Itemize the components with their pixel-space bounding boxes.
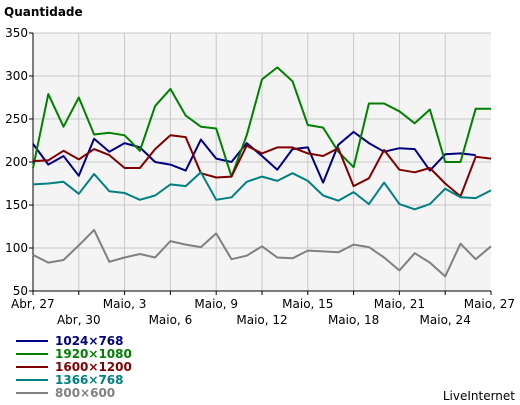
legend-label: 800×600 bbox=[55, 386, 115, 400]
y-tick-label: 300 bbox=[5, 69, 28, 83]
x-tick-label: Maio, 6 bbox=[149, 313, 193, 327]
x-tick-label: Maio, 9 bbox=[194, 297, 238, 311]
series-line bbox=[32, 134, 492, 198]
y-tick-label: 250 bbox=[5, 112, 28, 126]
legend-label: 1920×1080 bbox=[55, 347, 132, 361]
y-tick-label: 50 bbox=[13, 284, 28, 298]
y-tick-label: 350 bbox=[5, 26, 28, 40]
x-tick-label: Abr, 30 bbox=[57, 313, 101, 327]
x-tick-label: Maio, 15 bbox=[282, 297, 333, 311]
legend: 1024×7681920×10801600×12001366×768800×60… bbox=[16, 334, 132, 400]
series-line bbox=[32, 66, 491, 178]
series-line bbox=[32, 228, 492, 278]
x-tick-label: Maio, 24 bbox=[420, 313, 471, 327]
x-tick-label: Maio, 21 bbox=[374, 297, 425, 311]
x-tick-label: Maio, 12 bbox=[236, 313, 287, 327]
x-tick-label: Abr, 27 bbox=[11, 297, 55, 311]
x-tick-label: Maio, 3 bbox=[103, 297, 147, 311]
footer-brand: LiveInternet bbox=[443, 389, 515, 403]
series-lines bbox=[32, 66, 492, 278]
series-line bbox=[32, 171, 492, 211]
chart-title: Quantidade bbox=[4, 5, 83, 19]
legend-label: 1024×768 bbox=[55, 334, 124, 348]
legend-label: 1600×1200 bbox=[55, 360, 132, 374]
y-tick-label: 200 bbox=[5, 155, 28, 169]
legend-label: 1366×768 bbox=[55, 373, 124, 387]
x-tick-label: Maio, 27 bbox=[464, 297, 515, 311]
y-tick-label: 100 bbox=[5, 241, 28, 255]
y-tick-label: 150 bbox=[5, 198, 28, 212]
x-tick-label: Maio, 18 bbox=[328, 313, 379, 327]
